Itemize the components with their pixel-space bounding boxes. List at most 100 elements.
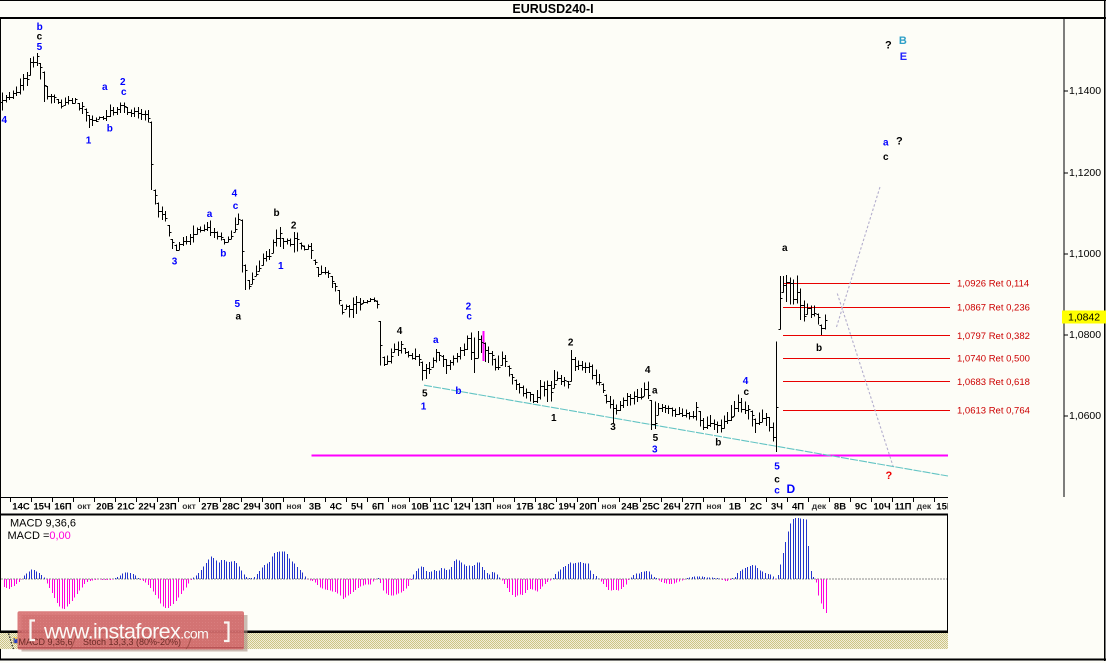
svg-text:20В: 20В [96,502,114,513]
svg-text:c: c [121,87,127,98]
svg-text:17В: 17В [516,502,534,513]
svg-text:a: a [652,385,658,396]
svg-text:MACD 9,36,6: MACD 9,36,6 [10,518,76,530]
svg-text:1,1400: 1,1400 [1069,85,1101,97]
svg-text:b: b [816,343,822,354]
svg-text:27В: 27В [201,502,219,513]
svg-text:b: b [715,438,721,449]
svg-text:?: ? [886,470,893,482]
svg-text:b: b [37,22,43,33]
svg-text:19Ч: 19Ч [558,502,576,513]
svg-text:c: c [37,32,43,43]
svg-text:c: c [883,152,889,163]
svg-text:1,0867 Ret 0,236: 1,0867 Ret 0,236 [957,303,1030,314]
svg-text:11П: 11П [895,502,912,513]
svg-text:2: 2 [291,220,297,231]
svg-text:E: E [900,51,907,63]
svg-text:?: ? [896,135,903,147]
svg-text:b: b [455,386,461,397]
svg-text:D: D [787,482,796,496]
svg-text:MACD 9,36,6: MACD 9,36,6 [19,637,73,647]
svg-text:5: 5 [774,461,780,472]
svg-text:5: 5 [653,433,659,444]
svg-text:a: a [782,243,788,254]
svg-text:1: 1 [86,135,92,146]
svg-text:ноя: ноя [706,501,721,511]
svg-text:1,0926 Ret 0,114: 1,0926 Ret 0,114 [957,279,1029,290]
svg-text:3: 3 [610,422,616,433]
svg-text:13П: 13П [474,502,492,513]
svg-text:c: c [233,201,239,212]
svg-text:1В: 1В [729,502,741,513]
svg-text:дек: дек [917,501,932,511]
svg-text:1,0600: 1,0600 [1069,410,1101,422]
svg-text:EURUSD240-I: EURUSD240-I [512,2,593,16]
svg-text:1,1000: 1,1000 [1069,248,1101,260]
svg-text:4: 4 [743,376,749,387]
svg-text:1: 1 [551,413,557,424]
svg-text:a: a [207,209,213,220]
svg-text:ноя: ноя [601,501,616,511]
svg-text:окт: окт [77,501,91,511]
svg-text:2: 2 [120,77,126,88]
svg-text:6П: 6П [372,502,384,513]
svg-text:1,1200: 1,1200 [1069,167,1101,179]
svg-text:c: c [744,387,750,398]
svg-text:a: a [883,137,889,148]
svg-text:5Ч: 5Ч [351,502,363,513]
svg-text:Stoch 13,3,3 (80%-20%): Stoch 13,3,3 (80%-20%) [83,637,181,647]
svg-text:ноя: ноя [391,501,406,511]
svg-text:4: 4 [645,365,651,376]
svg-text:c: c [774,475,780,486]
svg-text:?: ? [885,40,892,52]
svg-text:5: 5 [37,42,43,53]
svg-text:1,0740 Ret 0,500: 1,0740 Ret 0,500 [957,354,1030,365]
svg-text:1,0800: 1,0800 [1069,329,1101,341]
svg-text:16П: 16П [54,502,72,513]
svg-text:c: c [466,312,472,323]
svg-text:2: 2 [568,337,574,348]
svg-text:5: 5 [422,389,428,400]
svg-text:1,0613 Ret 0,764: 1,0613 Ret 0,764 [957,406,1030,417]
svg-text:15Ч: 15Ч [33,502,51,513]
svg-text:23П: 23П [159,502,177,513]
svg-text:ноя: ноя [286,501,301,511]
svg-text:12Ч: 12Ч [453,502,471,513]
svg-text:5: 5 [235,299,241,310]
svg-text:30П: 30П [264,502,282,513]
svg-text:дек: дек [812,501,827,511]
svg-text:22Ч: 22Ч [138,502,156,513]
svg-text:b: b [220,249,226,260]
svg-text:MACD =0,00: MACD =0,00 [8,530,71,542]
svg-text:a: a [236,312,242,323]
svg-text:1: 1 [278,261,284,272]
svg-text:20П: 20П [579,502,597,513]
svg-text:11С: 11С [433,502,450,513]
svg-text:4: 4 [232,189,238,200]
svg-text:3: 3 [172,257,178,268]
svg-text:10Ч: 10Ч [873,502,891,513]
svg-text:9С: 9С [855,502,867,513]
svg-text:3: 3 [652,444,658,455]
svg-text:окт: окт [182,501,196,511]
svg-text:4П: 4П [792,502,804,513]
svg-text:15В: 15В [936,502,954,513]
svg-text:27П: 27П [684,502,702,513]
svg-text:1,0683 Ret 0,618: 1,0683 Ret 0,618 [957,377,1030,388]
svg-text:4: 4 [2,115,8,126]
svg-text:1,0797 Ret 0,382: 1,0797 Ret 0,382 [957,331,1030,342]
svg-text:25С: 25С [642,502,660,513]
svg-text:28С: 28С [222,502,240,513]
svg-text:a: a [102,82,108,93]
svg-text:29Ч: 29Ч [243,502,261,513]
svg-text:24В: 24В [621,502,639,513]
svg-text:B: B [899,35,907,47]
svg-text:3Ч: 3Ч [771,502,783,513]
svg-text:b: b [274,208,280,219]
svg-text:2: 2 [466,302,472,313]
svg-text:10В: 10В [411,502,429,513]
svg-text:1,0842: 1,0842 [1068,312,1100,324]
svg-text:3В: 3В [309,502,321,513]
svg-text:21С: 21С [117,502,135,513]
svg-text:c: c [774,486,780,497]
